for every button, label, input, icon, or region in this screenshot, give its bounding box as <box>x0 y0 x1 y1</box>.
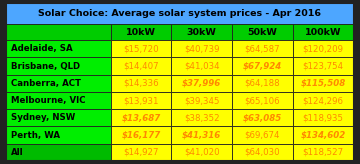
Text: $13,687: $13,687 <box>121 113 161 122</box>
Bar <box>111 75 171 92</box>
Text: 10kW: 10kW <box>126 28 156 37</box>
Text: $38,352: $38,352 <box>184 113 220 122</box>
Bar <box>232 24 293 40</box>
Text: 50kW: 50kW <box>247 28 277 37</box>
Text: $123,754: $123,754 <box>303 62 344 71</box>
Text: Brisbane, QLD: Brisbane, QLD <box>11 62 80 71</box>
Text: 100kW: 100kW <box>305 28 341 37</box>
Text: $13,931: $13,931 <box>123 96 159 105</box>
Bar <box>293 57 354 75</box>
Text: $134,602: $134,602 <box>301 131 346 140</box>
Bar <box>232 126 293 144</box>
Text: $40,739: $40,739 <box>184 44 220 53</box>
Bar <box>171 92 232 109</box>
Text: Canberra, ACT: Canberra, ACT <box>11 79 81 88</box>
Text: $64,587: $64,587 <box>244 44 280 53</box>
Text: $41,316: $41,316 <box>182 131 221 140</box>
Bar <box>6 57 111 75</box>
Bar <box>6 24 111 40</box>
Bar <box>232 144 293 161</box>
Bar <box>293 144 354 161</box>
Bar <box>111 40 171 57</box>
Bar <box>171 109 232 126</box>
Text: $14,927: $14,927 <box>123 148 159 157</box>
Bar <box>171 75 232 92</box>
Bar <box>293 126 354 144</box>
Text: $65,106: $65,106 <box>244 96 280 105</box>
Bar <box>111 92 171 109</box>
Text: $67,924: $67,924 <box>243 62 282 71</box>
Bar <box>6 75 111 92</box>
Bar <box>293 75 354 92</box>
Bar <box>6 40 111 57</box>
Bar <box>171 40 232 57</box>
Bar <box>171 24 232 40</box>
Text: $41,034: $41,034 <box>184 62 220 71</box>
Text: $115,508: $115,508 <box>301 79 346 88</box>
Bar <box>6 109 111 126</box>
Text: $64,030: $64,030 <box>244 148 280 157</box>
Bar <box>293 109 354 126</box>
Bar <box>293 24 354 40</box>
Text: 30kW: 30kW <box>187 28 217 37</box>
Text: $118,527: $118,527 <box>303 148 344 157</box>
Bar <box>111 144 171 161</box>
Text: $120,209: $120,209 <box>303 44 344 53</box>
Bar <box>171 144 232 161</box>
Bar <box>293 92 354 109</box>
Text: $118,935: $118,935 <box>303 113 344 122</box>
Bar <box>111 57 171 75</box>
Bar <box>111 126 171 144</box>
Text: Sydney, NSW: Sydney, NSW <box>11 113 75 122</box>
Bar <box>171 57 232 75</box>
Text: $41,020: $41,020 <box>184 148 220 157</box>
Text: $15,720: $15,720 <box>123 44 159 53</box>
Text: $14,407: $14,407 <box>123 62 159 71</box>
Text: Solar Choice: Average solar system prices - Apr 2016: Solar Choice: Average solar system price… <box>39 9 321 18</box>
Text: $14,336: $14,336 <box>123 79 159 88</box>
Bar <box>293 40 354 57</box>
Bar <box>232 92 293 109</box>
Bar <box>232 40 293 57</box>
Bar <box>232 109 293 126</box>
Bar <box>6 3 354 24</box>
Text: $63,085: $63,085 <box>243 113 282 122</box>
Text: Perth, WA: Perth, WA <box>11 131 60 140</box>
Bar <box>232 75 293 92</box>
Text: $69,674: $69,674 <box>245 131 280 140</box>
Bar <box>111 109 171 126</box>
Bar <box>232 57 293 75</box>
Text: $39,345: $39,345 <box>184 96 220 105</box>
Bar <box>6 126 111 144</box>
Text: Adelaide, SA: Adelaide, SA <box>11 44 72 53</box>
Text: $37,996: $37,996 <box>182 79 221 88</box>
Bar <box>111 24 171 40</box>
Text: $64,188: $64,188 <box>244 79 280 88</box>
Text: $124,296: $124,296 <box>303 96 344 105</box>
Bar <box>6 92 111 109</box>
Text: Melbourne, VIC: Melbourne, VIC <box>11 96 85 105</box>
Text: All: All <box>11 148 23 157</box>
Bar <box>171 126 232 144</box>
Bar <box>6 144 111 161</box>
Text: $16,177: $16,177 <box>121 131 161 140</box>
